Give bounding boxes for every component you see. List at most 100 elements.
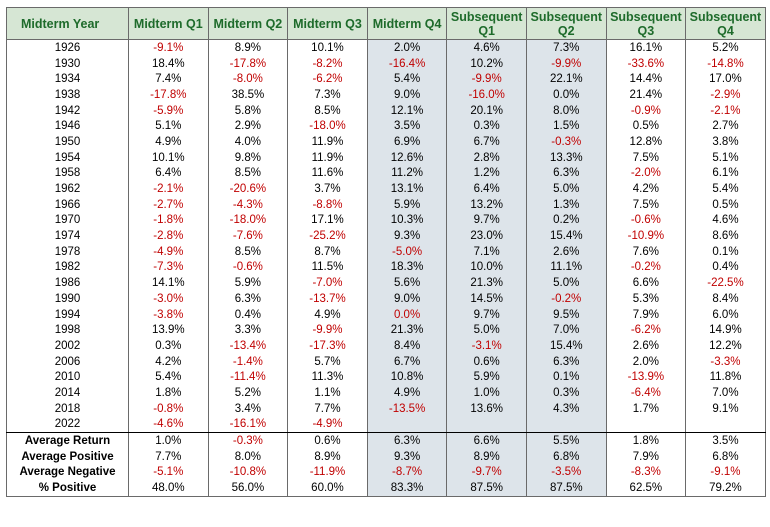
value-cell: -13.7% <box>287 291 368 307</box>
value-cell: 22.1% <box>525 71 607 88</box>
summary-label: Average Return <box>6 432 129 449</box>
value-cell: 6.9% <box>366 134 448 150</box>
value-cell: 6.0% <box>685 306 766 323</box>
value-cell: 7.5% <box>605 149 687 166</box>
value-cell: 5.9% <box>207 275 289 291</box>
value-cell: -8.8% <box>287 196 368 213</box>
value-cell: -7.0% <box>287 275 368 291</box>
value-cell: 8.4% <box>685 291 766 307</box>
value-cell: 1.7% <box>605 400 687 417</box>
value-cell: -8.3% <box>605 464 687 481</box>
value-cell: 0.5% <box>605 118 687 135</box>
value-cell: 12.6% <box>366 149 448 166</box>
value-cell: -6.2% <box>605 322 687 339</box>
value-cell: 12.1% <box>366 102 448 119</box>
value-cell: 5.4% <box>366 71 448 88</box>
value-cell: -3.8% <box>128 306 209 323</box>
year-cell: 2002 <box>6 338 129 354</box>
value-cell: 5.5% <box>525 432 607 449</box>
value-cell: 14.1% <box>128 275 209 291</box>
value-cell: 87.5% <box>525 480 607 497</box>
value-cell: 7.1% <box>446 243 527 260</box>
year-cell: 1950 <box>6 134 129 150</box>
value-cell: 5.0% <box>446 322 527 339</box>
value-cell: 5.9% <box>366 196 448 213</box>
value-cell: 13.6% <box>446 400 527 417</box>
value-cell: 8.7% <box>287 243 368 260</box>
value-cell: 4.3% <box>525 400 607 417</box>
value-cell: 6.3% <box>525 353 607 370</box>
value-cell: -9.9% <box>287 322 368 339</box>
value-cell: -2.8% <box>128 228 209 244</box>
table-row: 1986 14.1% 5.9% -7.0% 5.6% 21.3% 5.0% 6.6% -22.5… <box>6 275 766 291</box>
value-cell: 0.3% <box>525 385 607 401</box>
value-cell: 1.8% <box>128 385 209 401</box>
table-row: 2010 5.4% -11.4% 11.3% 10.8% 5.9% 0.1% -13.9% 11… <box>6 369 766 386</box>
year-cell: 1938 <box>6 87 129 103</box>
value-cell: 0.6% <box>446 353 527 370</box>
value-cell: -16.4% <box>366 55 448 72</box>
value-cell: 1.8% <box>605 432 687 449</box>
value-cell: -2.7% <box>128 196 209 213</box>
year-cell: 2006 <box>6 353 129 370</box>
value-cell: 7.4% <box>128 71 209 88</box>
value-cell: -10.9% <box>605 228 687 244</box>
value-cell: 0.3% <box>128 338 209 354</box>
value-cell: 6.7% <box>366 353 448 370</box>
value-cell: 6.6% <box>605 275 687 291</box>
value-cell: 6.4% <box>128 165 209 182</box>
value-cell: 2.6% <box>605 338 687 354</box>
table-row: 1982 -7.3% -0.6% 11.5% 18.3% 10.0% 11.1% -0.2% 0… <box>6 259 766 276</box>
value-cell: 6.3% <box>366 432 448 449</box>
value-cell: 5.7% <box>287 353 368 370</box>
value-cell: 4.2% <box>128 353 209 370</box>
value-cell: -3.1% <box>446 338 527 354</box>
table-row: 1994 -3.8% 0.4% 4.9% 0.0% 9.7% 9.5% 7.9% 6.0% <box>6 306 766 323</box>
value-cell: -9.1% <box>128 39 209 56</box>
value-cell: -17.3% <box>287 338 368 354</box>
value-cell: -14.8% <box>685 55 766 72</box>
value-cell: 11.1% <box>525 259 607 276</box>
value-cell: -16.1% <box>207 416 289 434</box>
summary-label: % Positive <box>6 480 129 497</box>
value-cell: -13.9% <box>605 369 687 386</box>
table-row: 1950 4.9% 4.0% 11.9% 6.9% 6.7% -0.3% 12.8% 3.8% <box>6 134 766 150</box>
value-cell: -8.7% <box>366 464 448 481</box>
value-cell: 5.1% <box>685 149 766 166</box>
value-cell: 3.3% <box>207 322 289 339</box>
table-row: 1938 -17.8% 38.5% 7.3% 9.0% -16.0% 0.0% 21.4% -2… <box>6 87 766 103</box>
column-header: Midterm Q1 <box>128 7 209 40</box>
table-row: 2002 0.3% -13.4% -17.3% 8.4% -3.1% 15.4% 2.6% 12… <box>6 338 766 354</box>
table-row: 1966 -2.7% -4.3% -8.8% 5.9% 13.2% 1.3% 7.5% 0.5% <box>6 196 766 213</box>
value-cell: 5.4% <box>128 369 209 386</box>
value-cell: 9.8% <box>207 149 289 166</box>
value-cell: 18.3% <box>366 259 448 276</box>
value-cell: 10.2% <box>446 55 527 72</box>
year-rows: 1926 -9.1% 8.9% 10.1% 2.0% 4.6% 7.3% 16.1% 5.2% 1… <box>6 39 766 434</box>
value-cell: 3.4% <box>207 400 289 417</box>
value-cell: 14.4% <box>605 71 687 88</box>
value-cell: -5.9% <box>128 102 209 119</box>
value-cell: -11.4% <box>207 369 289 386</box>
value-cell: 10.3% <box>366 212 448 229</box>
value-cell: 11.3% <box>287 369 368 386</box>
table-row: 2006 4.2% -1.4% 5.7% 6.7% 0.6% 6.3% 2.0% -3.3% <box>6 353 766 370</box>
table-row: 2022 -4.6% -16.1% -4.9% <box>6 416 766 434</box>
value-cell: 10.1% <box>287 39 368 56</box>
year-cell: 1986 <box>6 275 129 291</box>
value-cell: 3.8% <box>685 134 766 150</box>
value-cell: 5.4% <box>685 181 766 197</box>
year-cell: 1990 <box>6 291 129 307</box>
value-cell: 11.6% <box>287 165 368 182</box>
value-cell: 17.1% <box>287 212 368 229</box>
year-cell: 1930 <box>6 55 129 72</box>
table-row: 1942 -5.9% 5.8% 8.5% 12.1% 20.1% 8.0% -0.9% -2.1… <box>6 102 766 119</box>
value-cell: -7.3% <box>128 259 209 276</box>
value-cell: 4.0% <box>207 134 289 150</box>
year-cell: 2018 <box>6 400 129 417</box>
value-cell: -16.0% <box>446 87 527 103</box>
value-cell: -2.1% <box>128 181 209 197</box>
value-cell: 20.1% <box>446 102 527 119</box>
year-cell: 2014 <box>6 385 129 401</box>
value-cell: 1.0% <box>128 432 209 449</box>
